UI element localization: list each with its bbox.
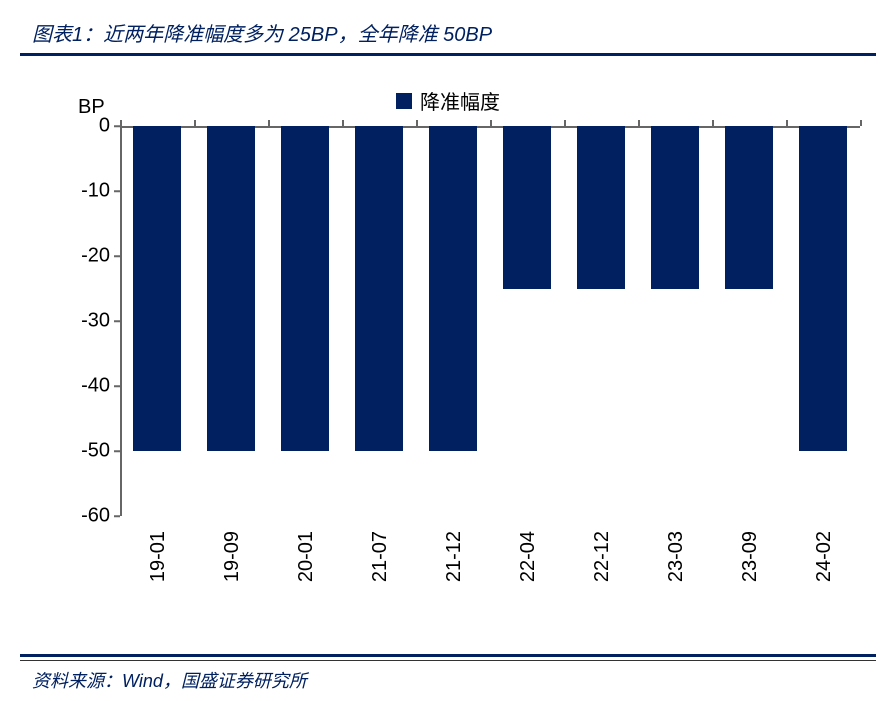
x-axis-label: 21-07 bbox=[369, 531, 392, 582]
y-tick-mark bbox=[114, 320, 120, 322]
y-axis-line bbox=[120, 126, 122, 516]
y-tick-mark bbox=[114, 255, 120, 257]
legend: 降准幅度 bbox=[396, 86, 500, 115]
plot-region: 0-10-20-30-40-50-6019-0119-0920-0121-072… bbox=[120, 126, 860, 516]
bar bbox=[429, 126, 477, 451]
chart-title-row: 图表1：近两年降准幅度多为 25BP，全年降准 50BP bbox=[20, 10, 876, 56]
y-tick-mark bbox=[114, 190, 120, 192]
x-axis-label: 20-01 bbox=[295, 531, 318, 582]
bar bbox=[503, 126, 551, 289]
bar bbox=[651, 126, 699, 289]
legend-swatch bbox=[396, 93, 412, 109]
x-tick-mark bbox=[564, 120, 566, 126]
x-tick-mark bbox=[416, 120, 418, 126]
x-tick-mark bbox=[860, 120, 862, 126]
x-axis-label: 23-03 bbox=[665, 531, 688, 582]
x-axis-label: 19-01 bbox=[147, 531, 170, 582]
x-axis-label: 24-02 bbox=[813, 531, 836, 582]
chart-title: 图表1：近两年降准幅度多为 25BP，全年降准 50BP bbox=[32, 24, 492, 46]
bar bbox=[799, 126, 847, 451]
x-tick-mark bbox=[194, 120, 196, 126]
bar bbox=[207, 126, 255, 451]
bar bbox=[577, 126, 625, 289]
x-tick-mark bbox=[786, 120, 788, 126]
source-row: 资料来源：Wind，国盛证券研究所 bbox=[20, 660, 876, 693]
legend-label: 降准幅度 bbox=[420, 86, 500, 115]
x-tick-mark bbox=[268, 120, 270, 126]
x-axis-label: 23-09 bbox=[739, 531, 762, 582]
y-tick-mark bbox=[114, 450, 120, 452]
chart-area: 降准幅度 BP 0-10-20-30-40-50-6019-0119-0920-… bbox=[20, 86, 876, 646]
x-axis-label: 19-09 bbox=[221, 531, 244, 582]
x-tick-mark bbox=[638, 120, 640, 126]
x-tick-mark bbox=[120, 120, 122, 126]
bar bbox=[133, 126, 181, 451]
x-tick-mark bbox=[490, 120, 492, 126]
bar bbox=[355, 126, 403, 451]
bar bbox=[281, 126, 329, 451]
source-text: 资料来源：Wind，国盛证券研究所 bbox=[32, 671, 307, 691]
bottom-rule bbox=[20, 654, 876, 657]
y-tick-mark bbox=[114, 515, 120, 517]
x-tick-mark bbox=[342, 120, 344, 126]
x-tick-mark bbox=[712, 120, 714, 126]
x-axis-label: 22-04 bbox=[517, 531, 540, 582]
x-axis-label: 21-12 bbox=[443, 531, 466, 582]
x-axis-label: 22-12 bbox=[591, 531, 614, 582]
y-tick-mark bbox=[114, 385, 120, 387]
bar bbox=[725, 126, 773, 289]
